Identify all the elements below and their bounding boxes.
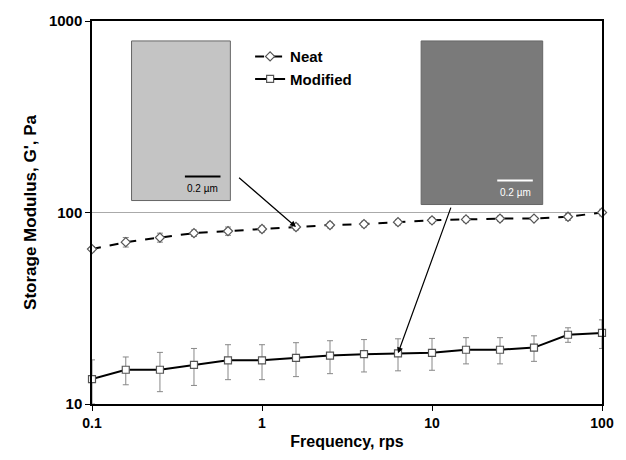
svg-text:0.1: 0.1 <box>82 415 102 431</box>
svg-text:Modified: Modified <box>290 71 352 88</box>
svg-text:Frequency, rps: Frequency, rps <box>290 433 404 450</box>
svg-text:100: 100 <box>590 415 614 431</box>
svg-text:0.2 µm: 0.2 µm <box>187 183 218 194</box>
svg-text:1000: 1000 <box>49 12 82 29</box>
svg-text:1: 1 <box>258 415 266 431</box>
svg-text:Neat: Neat <box>290 48 323 65</box>
svg-text:100: 100 <box>57 204 82 221</box>
svg-text:10: 10 <box>424 415 440 431</box>
svg-text:0.2 µm: 0.2 µm <box>500 187 531 198</box>
svg-text:Storage Modulus, G', Pa: Storage Modulus, G', Pa <box>21 115 40 310</box>
svg-text:10: 10 <box>66 395 83 412</box>
